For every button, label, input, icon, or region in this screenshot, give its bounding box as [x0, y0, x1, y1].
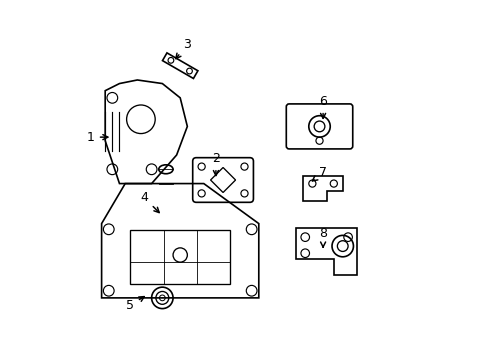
Text: 7: 7	[312, 166, 326, 181]
Text: 4: 4	[140, 192, 159, 212]
Bar	[130, 230, 230, 284]
Text: 1: 1	[87, 131, 108, 144]
Text: 8: 8	[319, 227, 326, 247]
Text: 2: 2	[212, 152, 220, 176]
Text: 5: 5	[126, 297, 144, 311]
Text: 6: 6	[319, 95, 326, 118]
Text: 3: 3	[176, 38, 191, 59]
